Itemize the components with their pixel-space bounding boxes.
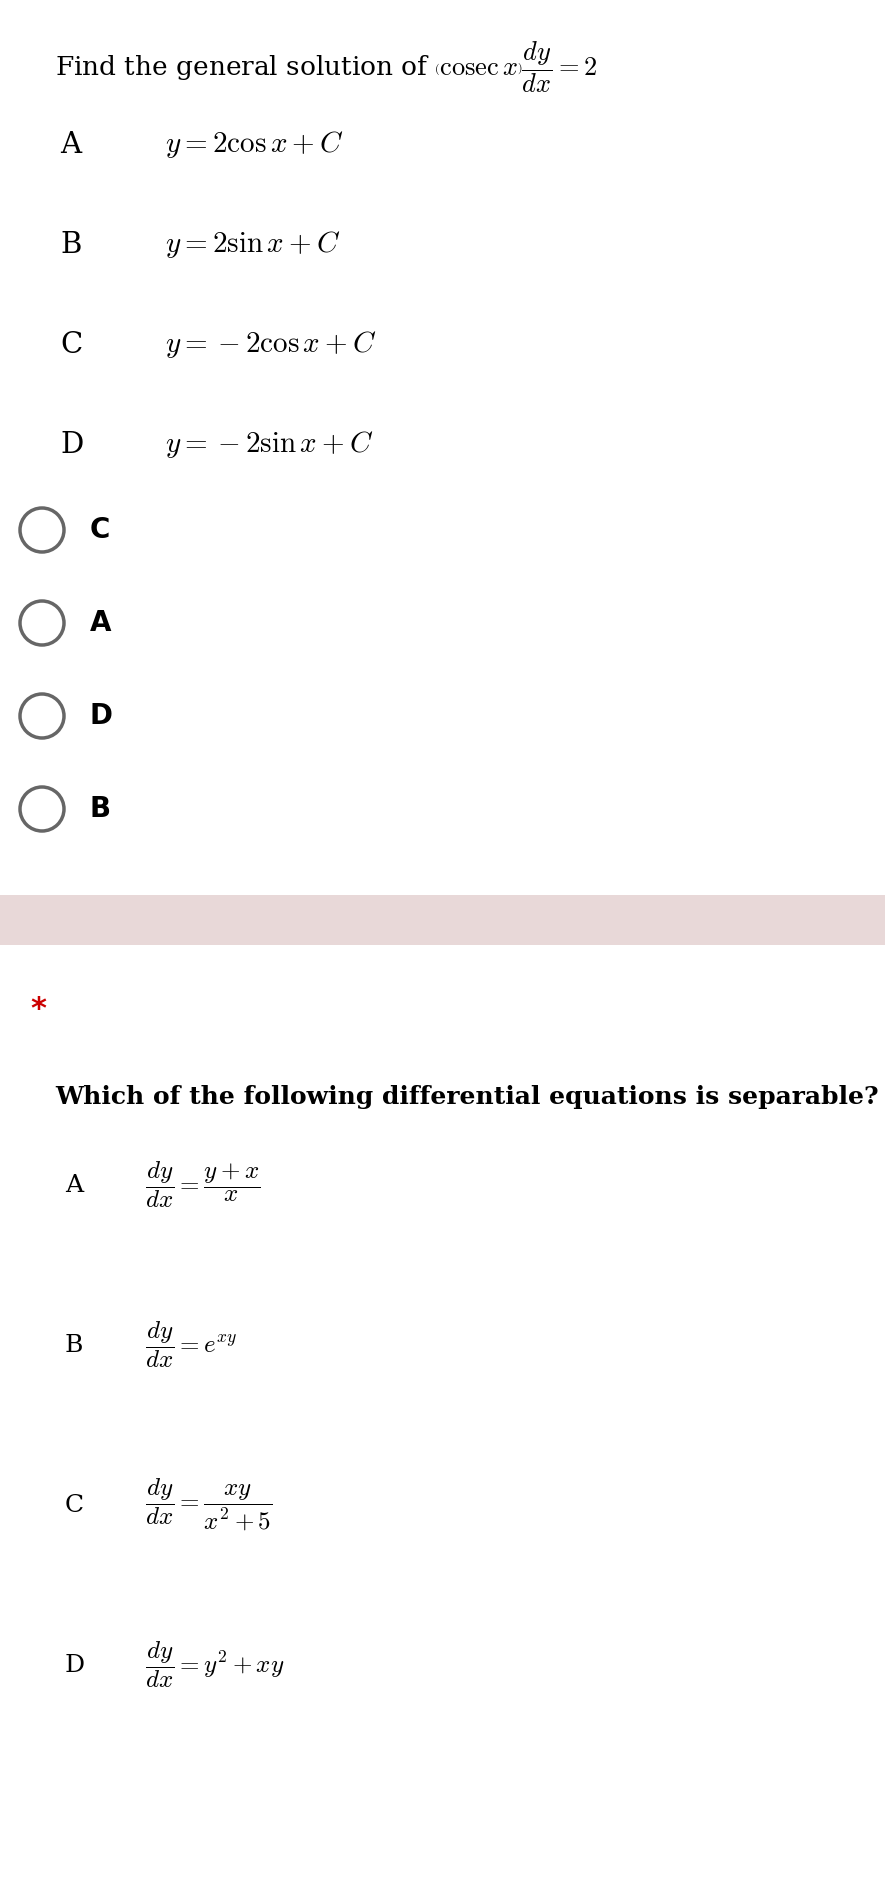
Text: $y= 2\cos x+ C$: $y= 2\cos x+ C$ (165, 130, 343, 161)
Text: C: C (65, 1494, 84, 1517)
Text: $\dfrac{dy}{dx}=y^2+xy$: $\dfrac{dy}{dx}=y^2+xy$ (145, 1640, 285, 1691)
Text: C: C (90, 516, 111, 544)
Text: A: A (65, 1173, 83, 1196)
Text: *: * (30, 996, 46, 1024)
Text: D: D (90, 703, 113, 729)
Text: B: B (60, 230, 81, 259)
Bar (0, 895, 885, 944)
Text: A: A (60, 130, 81, 159)
Text: $y=- 2\cos x+ C$: $y=- 2\cos x+ C$ (165, 329, 377, 361)
Text: Find the general solution of $\left(\mathrm{cosec}\,x\right)\dfrac{dy}{dx}=2$: Find the general solution of $\left(\mat… (55, 40, 597, 94)
Text: A: A (90, 608, 112, 637)
Text: B: B (90, 795, 112, 824)
Text: C: C (60, 331, 82, 359)
Text: $\dfrac{dy}{dx}=\dfrac{xy}{x^2+5}$: $\dfrac{dy}{dx}=\dfrac{xy}{x^2+5}$ (145, 1477, 273, 1534)
Text: $y=- 2\sin x+ C$: $y=- 2\sin x+ C$ (165, 429, 373, 461)
Text: $\dfrac{dy}{dx}=e^{xy}$: $\dfrac{dy}{dx}=e^{xy}$ (145, 1320, 237, 1370)
Text: $\dfrac{dy}{dx}=\dfrac{y+x}{x}$: $\dfrac{dy}{dx}=\dfrac{y+x}{x}$ (145, 1160, 260, 1211)
Text: Which of the following differential equations is separable?: Which of the following differential equa… (55, 1084, 879, 1109)
Text: D: D (65, 1653, 85, 1677)
Text: $y= 2\sin x+ C$: $y= 2\sin x+ C$ (165, 229, 341, 261)
Text: B: B (65, 1334, 83, 1356)
Text: D: D (60, 431, 83, 459)
